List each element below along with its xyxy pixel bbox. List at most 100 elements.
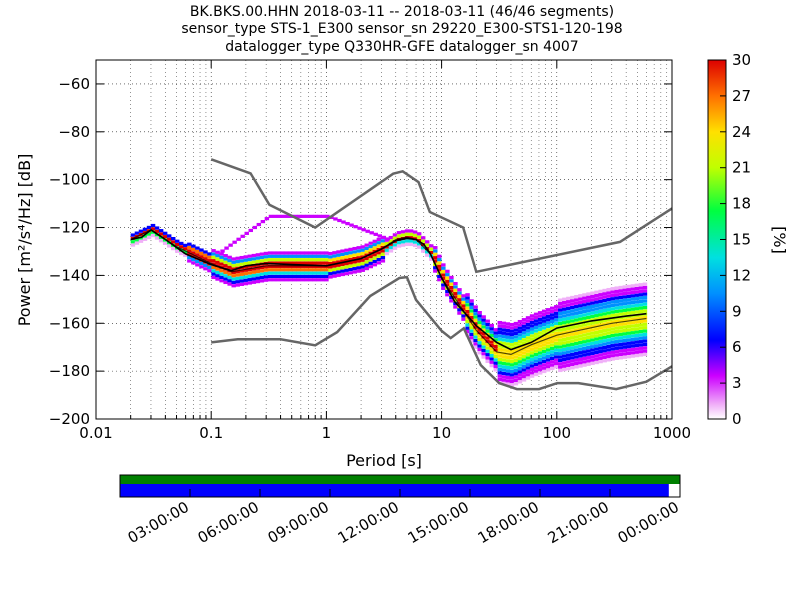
- heatmap-cell: [207, 259, 212, 263]
- heatmap-cell: [529, 337, 535, 341]
- heatmap-cell: [614, 303, 619, 307]
- heatmap-cell: [610, 350, 615, 354]
- heatmap-cell: [453, 288, 458, 292]
- heatmap-cell: [497, 341, 503, 345]
- heatmap-cell: [162, 231, 168, 235]
- heatmap-cell: [541, 353, 547, 357]
- heatmap-cell: [275, 251, 281, 255]
- heatmap-cell: [352, 260, 357, 264]
- heatmap-cell: [259, 272, 265, 276]
- heatmap-cell: [489, 347, 494, 351]
- heatmap-cell: [554, 321, 559, 326]
- heatmap-cell: [570, 329, 575, 333]
- heatmap-cell: [497, 371, 503, 375]
- heatmap-cell: [489, 360, 494, 364]
- heatmap-cell: [541, 329, 547, 333]
- heatmap-cell: [332, 261, 337, 265]
- heatmap-cell: [525, 319, 531, 323]
- heatmap-cell: [550, 340, 555, 344]
- heatmap-cell: [614, 333, 619, 337]
- heatmap-cell: [231, 257, 236, 261]
- heatmap-cell: [481, 335, 486, 339]
- heatmap-cell: [223, 274, 228, 278]
- heatmap-cell: [279, 271, 285, 275]
- heatmap-cell: [533, 312, 539, 316]
- heatmap-cell: [622, 332, 628, 336]
- heatmap-cell: [574, 294, 579, 299]
- heatmap-cell: [461, 294, 466, 298]
- heatmap-cell: [525, 346, 531, 350]
- heatmap-cell: [485, 349, 490, 353]
- heatmap-cell: [317, 214, 322, 218]
- heatmap-cell: [142, 234, 148, 238]
- heatmap-cell: [162, 241, 168, 245]
- heatmap-cell: [352, 270, 357, 274]
- heatmap-cell: [558, 335, 563, 339]
- heatmap-cell: [501, 331, 507, 335]
- heatmap-cell: [606, 321, 611, 325]
- heatmap-cell: [337, 218, 342, 223]
- heatmap-cell: [509, 329, 515, 333]
- heatmap-cell: [586, 309, 591, 313]
- heatmap-cell: [505, 355, 511, 360]
- heatmap-cell: [574, 351, 579, 356]
- heatmap-cell: [582, 353, 587, 357]
- heatmap-cell: [574, 308, 579, 312]
- heatmap-cell: [312, 268, 317, 272]
- heatmap-cell: [521, 378, 527, 382]
- heatmap-cell: [239, 272, 244, 276]
- heatmap-cell: [505, 369, 511, 373]
- heatmap-cell: [602, 329, 607, 333]
- heatmap-cell: [309, 214, 314, 218]
- heatmap-cell: [231, 267, 236, 271]
- heatmap-cell: [614, 289, 619, 293]
- heatmap-cell: [433, 246, 438, 250]
- heatmap-cell: [554, 325, 559, 329]
- heatmap-cell: [594, 300, 599, 304]
- heatmap-cell: [550, 323, 555, 327]
- heatmap-cell: [505, 332, 511, 336]
- heatmap-cell: [328, 262, 333, 266]
- heatmap-cell: [179, 245, 184, 249]
- heatmap-cell: [578, 300, 583, 305]
- heatmap-cell: [356, 246, 361, 250]
- heatmap-cell: [618, 289, 623, 293]
- heatmap-cell: [554, 348, 559, 352]
- heatmap-cell: [529, 331, 535, 335]
- heatmap-cell: [441, 276, 446, 280]
- heatmap-cell: [630, 341, 636, 345]
- heatmap-cell: [457, 298, 462, 302]
- heatmap-cell: [243, 261, 249, 266]
- heatmap-cell: [630, 290, 636, 295]
- heatmap-cell: [525, 376, 531, 380]
- heatmap-cell: [348, 254, 353, 258]
- heatmap-cell: [630, 344, 636, 348]
- y-tick-label: −100: [49, 171, 90, 189]
- heatmap-cell: [465, 293, 470, 297]
- heatmap-cell: [594, 344, 599, 348]
- heatmap-cell: [545, 348, 551, 352]
- heatmap-cell: [622, 355, 628, 359]
- heatmap-cell: [231, 264, 236, 268]
- heatmap-cell: [537, 368, 543, 372]
- heatmap-cell: [545, 324, 551, 329]
- heatmap-cell: [626, 291, 632, 295]
- heatmap-cell: [336, 260, 341, 264]
- heatmap-cell: [453, 285, 458, 289]
- heatmap-cell: [550, 363, 555, 367]
- heatmap-cell: [256, 222, 262, 227]
- heatmap-cell: [352, 253, 357, 257]
- heatmap-cell: [485, 359, 490, 363]
- heatmap-cell: [634, 330, 640, 334]
- heatmap-cell: [279, 274, 285, 279]
- heatmap-cell: [578, 310, 583, 315]
- heatmap-cell: [602, 345, 607, 349]
- heatmap-cell: [247, 254, 253, 258]
- heatmap-cell: [255, 259, 261, 264]
- heatmap-cell: [380, 239, 386, 243]
- heatmap-cell: [251, 273, 257, 278]
- heatmap-cell: [574, 318, 579, 322]
- heatmap-cell: [614, 336, 619, 340]
- heatmap-cell: [509, 322, 515, 327]
- heatmap-cell: [517, 326, 523, 330]
